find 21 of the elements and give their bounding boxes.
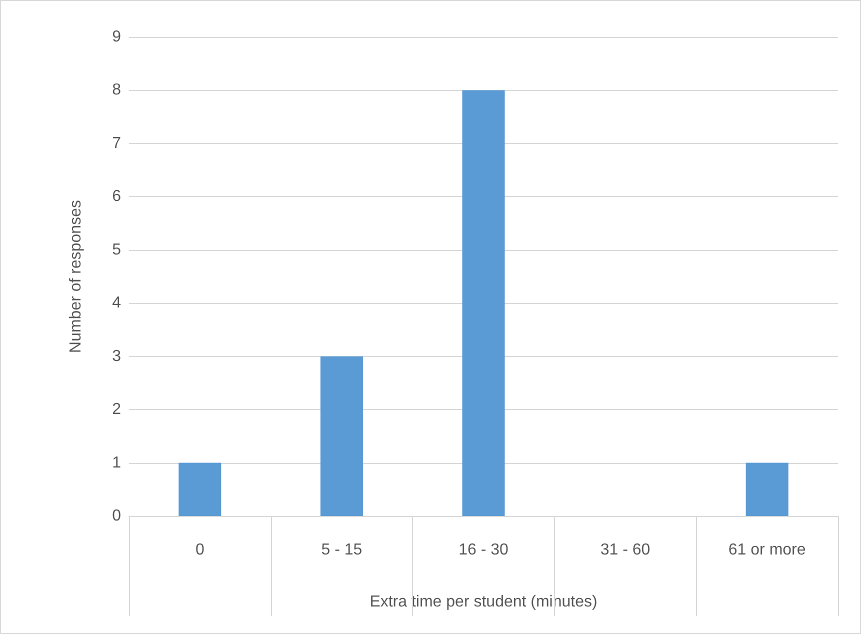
y-tick-label: 7	[112, 134, 122, 152]
y-tick-label: 0	[112, 508, 122, 524]
y-axis-title: Number of responses	[68, 200, 84, 353]
y-tick-label: 6	[112, 188, 122, 206]
x-tick-label: 16 - 30	[458, 542, 509, 558]
y-tick-label: 3	[112, 348, 122, 365]
y-tick-label: 5	[112, 241, 122, 258]
bar	[178, 462, 222, 516]
y-tick-label: 4	[112, 294, 122, 312]
y-tick-label: 8	[112, 82, 122, 99]
y-tick-label: 1	[112, 454, 122, 472]
x-tick-label: 31 - 60	[600, 542, 650, 558]
y-tick-label: 9	[112, 28, 122, 46]
x-axis-title: Extra time per student (minutes)	[370, 594, 598, 610]
y-tick-label: 2	[112, 401, 122, 418]
bar	[462, 90, 505, 516]
x-tick-label: 0	[195, 542, 204, 558]
x-tick-label: 5 - 15	[321, 542, 362, 558]
x-tick-label: 61 or more	[728, 542, 806, 558]
bar	[320, 356, 363, 516]
bar	[746, 462, 788, 516]
